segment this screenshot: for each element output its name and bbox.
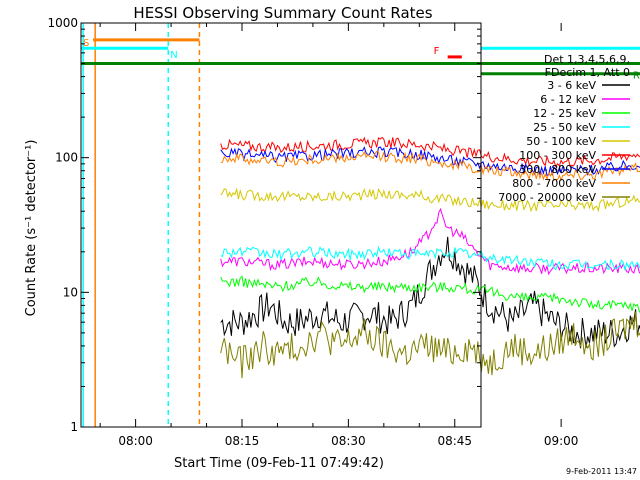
x-tick-label-0: 08:00 [118, 434, 153, 448]
x-tick-label-2: 08:30 [331, 434, 366, 448]
series-line-3 [220, 245, 640, 271]
legend-label-8: 7000 - 20000 keV [498, 191, 596, 204]
series-line-7 [220, 150, 640, 182]
legend-header-1: FDecim 1, Att 0 [545, 66, 630, 79]
y-axis-label: Count Rate (s⁻¹ detector⁻¹) [24, 140, 39, 317]
legend-label-5: 100 - 300 keV [519, 149, 596, 162]
y-tick-label-1: 10 [63, 285, 78, 299]
plot-content: SNFRD0RD6 [81, 23, 640, 427]
interval-label-5: F [434, 46, 440, 57]
x-tick-label-1: 08:15 [225, 434, 260, 448]
legend-label-2: 12 - 25 keV [533, 107, 596, 120]
legend-label-0: 3 - 6 keV [547, 79, 596, 92]
series-line-0 [220, 236, 640, 349]
series-line-1 [220, 207, 640, 276]
legend-label-1: 6 - 12 keV [540, 93, 596, 106]
y-tick-label-0: 1 [70, 420, 78, 434]
chart-title: HESSI Observing Summary Count Rates [133, 4, 432, 22]
y-tick-label-2: 100 [55, 151, 78, 165]
interval-label-7: RD6 [633, 71, 640, 82]
series-line-8 [220, 311, 640, 379]
timestamp-footer: 9-Feb-2011 13:47 [566, 467, 637, 476]
x-axis-label: Start Time (09-Feb-11 07:49:42) [174, 456, 384, 471]
y-tick-label-3: 1000 [47, 16, 78, 30]
series-line-5 [220, 136, 640, 168]
legend: Det 1,3,4,5,6,9,FDecim 1, Att 03 - 6 keV… [498, 53, 630, 204]
interval-label-0: S [83, 38, 89, 49]
series-line-4 [220, 187, 640, 213]
legend-label-6: 300 - 800 keV [519, 163, 596, 176]
legend-header-0: Det 1,3,4,5,6,9, [544, 53, 630, 66]
legend-label-3: 25 - 50 keV [533, 121, 596, 134]
interval-label-1: N [170, 50, 177, 61]
x-tick-label-4: 09:00 [544, 434, 579, 448]
x-tick-label-3: 08:45 [437, 434, 472, 448]
series-line-2 [220, 275, 640, 314]
legend-label-7: 800 - 7000 keV [512, 177, 596, 190]
legend-label-4: 50 - 100 keV [526, 135, 596, 148]
plot-frame [80, 22, 482, 428]
